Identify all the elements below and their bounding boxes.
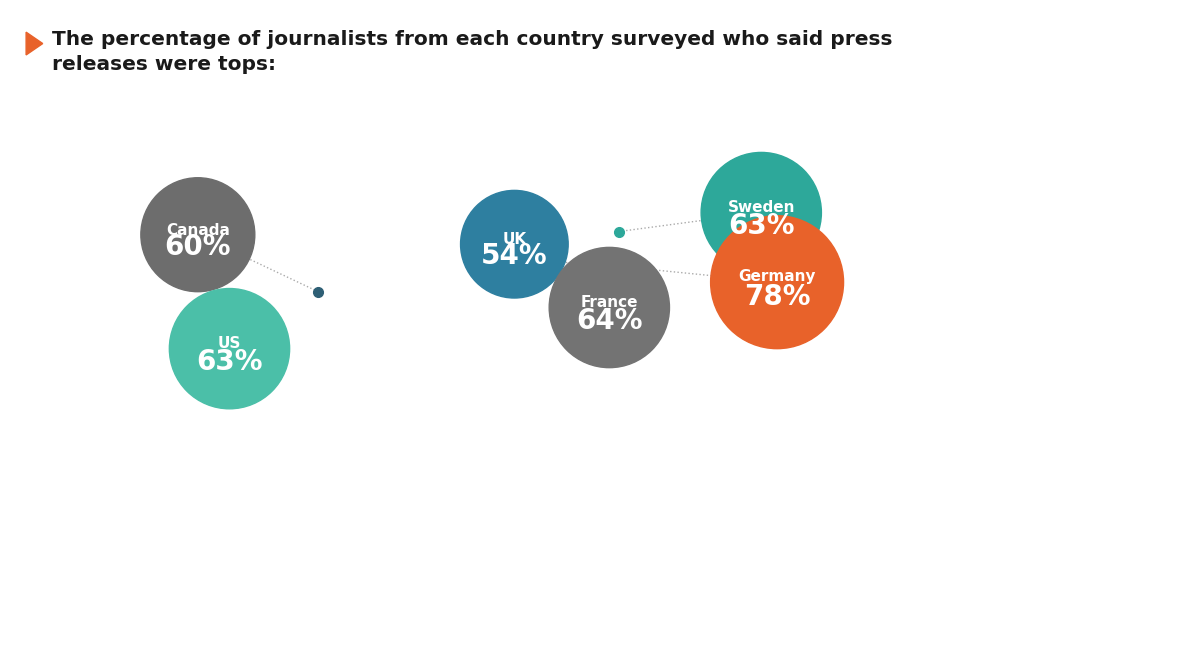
Text: The percentage of journalists from each country surveyed who said press: The percentage of journalists from each … [52,30,893,49]
Text: Sweden: Sweden [728,200,795,215]
Circle shape [702,152,821,273]
Text: 54%: 54% [481,242,547,270]
Text: releases were tops:: releases were tops: [52,55,277,74]
Polygon shape [26,32,43,55]
Circle shape [170,289,290,409]
Text: 60%: 60% [165,233,231,261]
Text: 78%: 78% [744,283,811,311]
Text: UK: UK [502,232,526,247]
Circle shape [461,190,569,298]
Text: 64%: 64% [576,307,642,335]
Circle shape [141,178,255,291]
Text: 63%: 63% [728,212,794,240]
Text: Canada: Canada [166,222,230,238]
Text: France: France [580,295,639,310]
Text: 63%: 63% [196,348,262,376]
Circle shape [550,247,669,368]
Circle shape [711,216,844,348]
Text: Germany: Germany [738,269,815,284]
Text: US: US [217,336,241,351]
